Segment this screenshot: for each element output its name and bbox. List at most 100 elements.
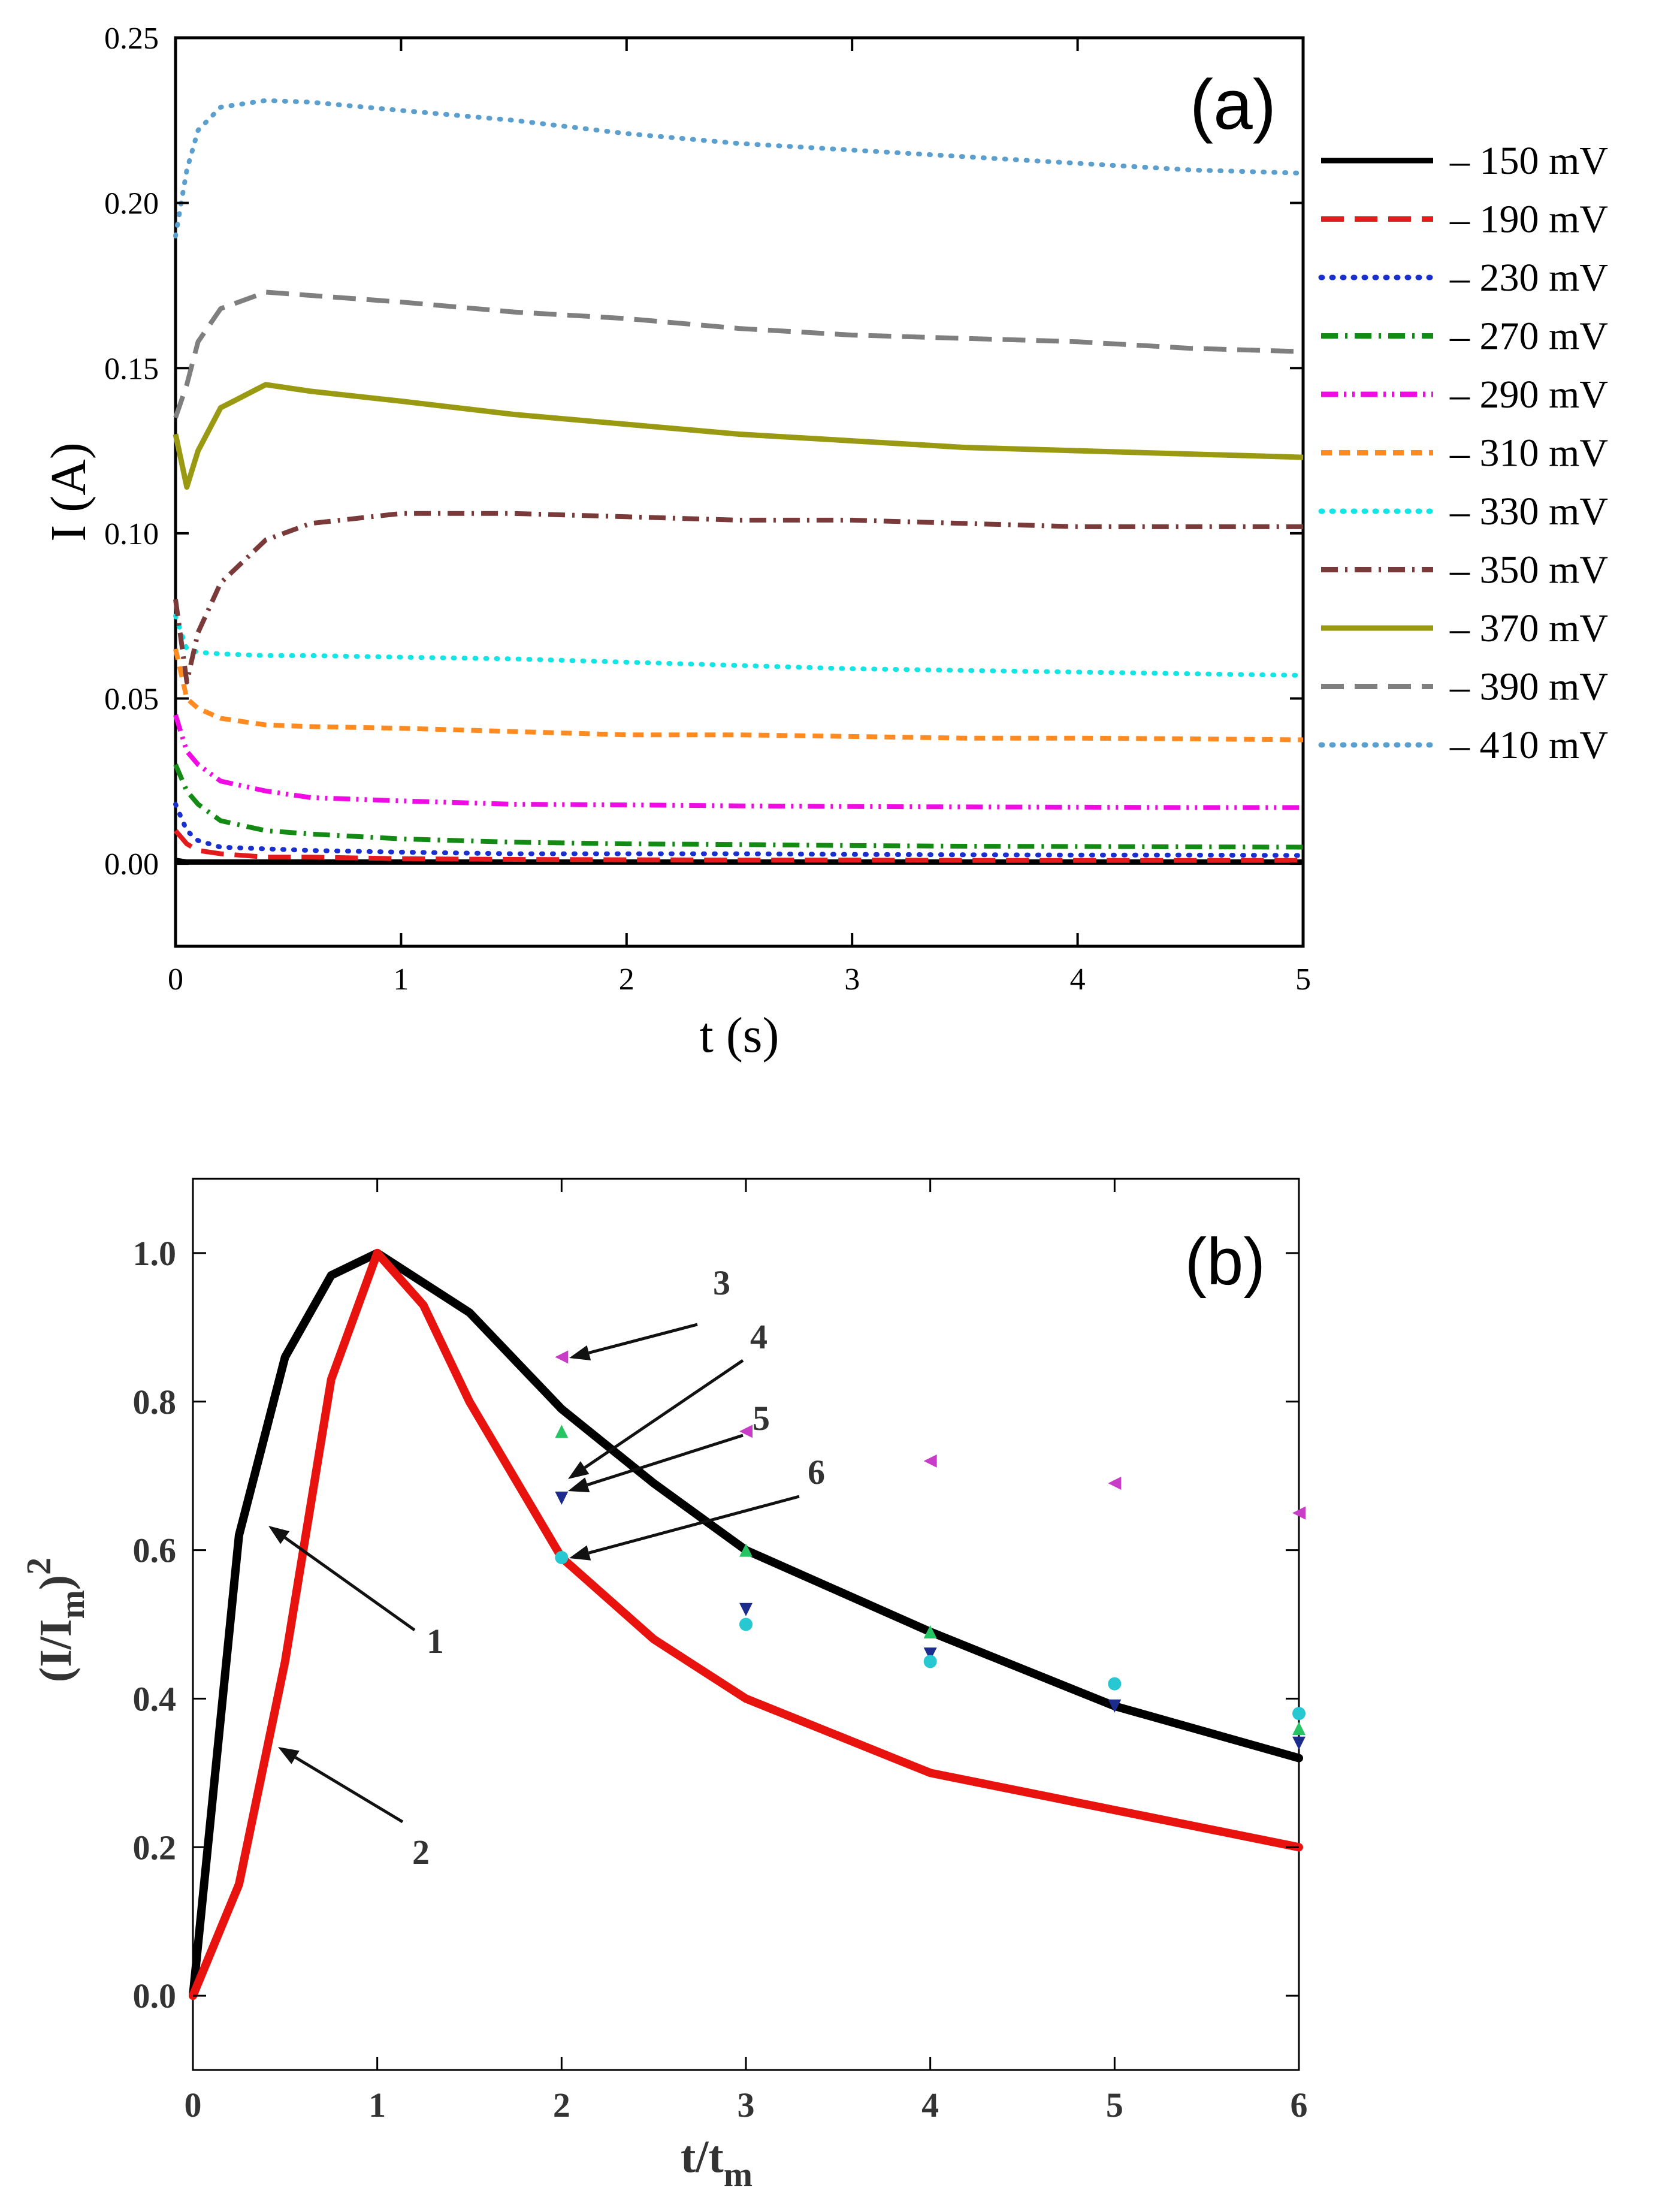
panel-a-plot-frame bbox=[174, 36, 1305, 948]
panel-b-annotation-arrow bbox=[584, 1359, 744, 1469]
panel-a-legend-label: – 310 mV bbox=[1449, 431, 1608, 475]
panel-b-x-axis-title-main: t/t bbox=[681, 2132, 724, 2182]
panel-b-annotation-label: 5 bbox=[753, 1399, 770, 1438]
panel-a-series-line bbox=[173, 613, 1306, 678]
panel-a-legend-label: – 330 mV bbox=[1449, 490, 1608, 533]
panel-a-label: (a) bbox=[1190, 65, 1276, 144]
panel-a-legend: – 150 mV – 190 mV – 230 mV – 270 mV – 290 mV… bbox=[1318, 139, 1608, 767]
panel-a-series-line bbox=[173, 382, 1304, 490]
panel-a-y-axis-title: I (A) bbox=[41, 442, 96, 542]
panel-a-legend-label: – 410 mV bbox=[1449, 723, 1608, 767]
panel-b-data-point bbox=[923, 1647, 937, 1661]
panel-a-y-tick-label: 0.00 bbox=[104, 847, 159, 882]
panel-b-x-axis-title: t/tm bbox=[681, 2132, 753, 2194]
panel-b-y-tick-label: 0.8 bbox=[133, 1383, 177, 1422]
panel-b-data-point bbox=[1108, 1477, 1122, 1490]
panel-b-y-axis-title: (I/Im)2 bbox=[19, 1558, 92, 1682]
panel-b-y-axis-title-close: ) bbox=[31, 1575, 81, 1590]
panel-b-annotation-arrowhead bbox=[569, 1345, 591, 1360]
panel-b-annotation-label: 3 bbox=[713, 1263, 730, 1302]
panel-a-x-tick-label: 5 bbox=[1295, 962, 1311, 997]
panel-a-legend-label: – 230 mV bbox=[1449, 256, 1608, 300]
panel-a-x-tick-label: 2 bbox=[619, 962, 634, 997]
panel-b-annotation-label: 2 bbox=[412, 1833, 430, 1872]
panel-a-axes: 0 1 2 3 4 5 0.00 0.05 0.10 0.15 0.20 0.25 bbox=[104, 22, 1311, 997]
panel-b-x-tick-label: 5 bbox=[1106, 2086, 1123, 2125]
panel-b-y-tick-label: 0.2 bbox=[133, 1828, 177, 1867]
panel-b-points-group bbox=[555, 1350, 1306, 1750]
panel-a-x-axis-title: t (s) bbox=[700, 1007, 779, 1063]
panel-a: 0 1 2 3 4 5 0.00 0.05 0.10 0.15 0.20 0.25 (a) t (s)… bbox=[41, 22, 1608, 1063]
panel-b-annotation-arrow bbox=[588, 1495, 800, 1555]
panel-a-series-line bbox=[173, 829, 1303, 863]
panel-a-x-tick-label: 4 bbox=[1070, 962, 1086, 997]
panel-a-y-tick-label: 0.05 bbox=[104, 683, 159, 717]
panel-b-y-tick-label: 1.0 bbox=[133, 1234, 177, 1273]
panel-b-data-point bbox=[1292, 1506, 1306, 1520]
panel-b-y-tick-label: 0.6 bbox=[133, 1531, 177, 1570]
panel-b-data-point bbox=[1108, 1699, 1122, 1713]
panel-a-series-line bbox=[173, 648, 1304, 743]
panel-b-data-point bbox=[555, 1425, 569, 1438]
panel-b-annotation-arrowhead bbox=[568, 1461, 590, 1479]
panel-b-y-axis-title-main: (I/I bbox=[31, 1619, 81, 1683]
panel-b-data-point bbox=[1292, 1736, 1306, 1750]
panel-a-legend-label: – 370 mV bbox=[1449, 606, 1608, 650]
panel-b-data-point bbox=[555, 1350, 569, 1364]
panel-b-data-point bbox=[1292, 1721, 1306, 1735]
panel-b-annotation-label: 6 bbox=[808, 1453, 825, 1492]
panel-b-annotation-arrowhead bbox=[569, 1545, 591, 1561]
panel-a-series-line bbox=[173, 714, 1303, 810]
panel-b-curves-group bbox=[189, 1248, 1303, 2000]
panel-a-x-tick-label: 1 bbox=[393, 962, 409, 997]
panel-a-series-group bbox=[173, 98, 1306, 865]
panel-a-legend-label: – 290 mV bbox=[1449, 373, 1608, 417]
panel-b-x-axis-title-sub: m bbox=[724, 2155, 753, 2194]
panel-a-legend-label: – 350 mV bbox=[1449, 548, 1608, 592]
panel-a-series-line bbox=[173, 289, 1304, 419]
panel-b-data-point bbox=[923, 1454, 937, 1468]
panel-b-theory-curve bbox=[189, 1248, 1303, 2000]
panel-b-label: (b) bbox=[1185, 1225, 1265, 1299]
panel-b-x-tick-label: 0 bbox=[185, 2086, 202, 2125]
panel-b-y-axis-title-sub: m bbox=[53, 1590, 92, 1619]
panel-b-data-point bbox=[923, 1655, 937, 1668]
panel-a-y-tick-label: 0.20 bbox=[104, 187, 159, 221]
panel-b-data-point bbox=[1292, 1707, 1306, 1721]
panel-a-y-tick-label: 0.15 bbox=[104, 352, 159, 386]
panel-b-x-tick-label: 3 bbox=[738, 2086, 755, 2125]
panel-b-data-point bbox=[555, 1491, 569, 1505]
panel-a-legend-label: – 190 mV bbox=[1449, 198, 1608, 242]
panel-b-y-tick-label: 0.0 bbox=[133, 1976, 177, 2015]
panel-b-x-tick-label: 1 bbox=[368, 2086, 386, 2125]
panel-b-annotation-arrow bbox=[588, 1323, 698, 1354]
panel-b-annotation-arrow bbox=[294, 1756, 404, 1824]
panel-b-axes: 0 1 2 3 4 5 60.00.20.40.60.81.0 bbox=[133, 1179, 1308, 2125]
panel-b-data-point bbox=[555, 1550, 569, 1564]
panel-a-y-tick-label: 0.25 bbox=[104, 22, 159, 56]
panel-b-annotation-arrowhead bbox=[278, 1747, 300, 1764]
panel-b-y-axis-title-sup: 2 bbox=[19, 1558, 58, 1575]
panel-a-x-tick-label: 3 bbox=[844, 962, 860, 997]
panel-b-y-tick-label: 0.4 bbox=[133, 1679, 177, 1718]
panel-b-data-point bbox=[739, 1543, 753, 1557]
panel-b-x-tick-label: 6 bbox=[1291, 2086, 1308, 2125]
panel-b-data-point bbox=[739, 1603, 753, 1616]
panel-b-annotation-label: 4 bbox=[750, 1317, 767, 1356]
panel-b-data-point bbox=[739, 1617, 753, 1631]
panel-b-annotation-arrowhead bbox=[268, 1526, 290, 1544]
panel-b-data-point bbox=[923, 1625, 937, 1638]
panel-a-x-tick-label: 0 bbox=[168, 962, 183, 997]
panel-a-legend-label: – 270 mV bbox=[1449, 315, 1608, 358]
panel-a-y-tick-label: 0.10 bbox=[104, 517, 159, 551]
panel-a-legend-label: – 390 mV bbox=[1449, 665, 1608, 709]
panel-a-series-line bbox=[173, 802, 1306, 858]
panel-b-annotation-arrow bbox=[587, 1434, 744, 1487]
panel-b-x-tick-label: 4 bbox=[921, 2086, 939, 2125]
panel-a-legend-label: – 150 mV bbox=[1449, 139, 1608, 183]
panel-b-x-tick-label: 2 bbox=[553, 2086, 570, 2125]
panel-a-series-line bbox=[173, 98, 1306, 239]
panel-b-annotation-label: 1 bbox=[427, 1622, 444, 1661]
